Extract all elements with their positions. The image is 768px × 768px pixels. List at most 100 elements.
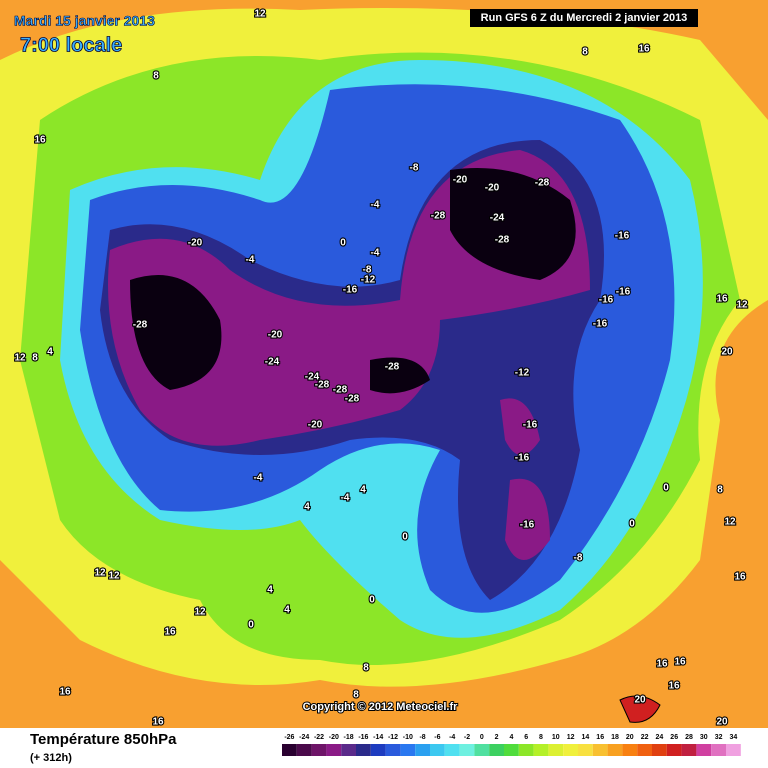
colorbar-swatch (548, 744, 564, 756)
colorbar-swatch (444, 744, 460, 756)
contour-label: 8 (717, 485, 723, 496)
date: Mardi 15 janvier 2013 (14, 13, 155, 29)
colorbar-swatch (296, 744, 312, 756)
colorbar-tick-label: 34 (730, 734, 738, 741)
contour-label: -4 (341, 493, 350, 504)
contour-label: 16 (656, 659, 668, 670)
contour-label: -28 (385, 362, 400, 373)
colorbar-swatch (459, 744, 475, 756)
colorbar-tick-label: 26 (670, 734, 678, 741)
contour-label: -16 (593, 319, 608, 330)
contour-label: 0 (248, 620, 254, 631)
contour-label: 8 (363, 663, 369, 674)
colorbar-swatch (726, 744, 741, 756)
colorbar: -26 -24 -22 -20 -18 -16 -14 -12 -10 -8 -6 -4 -2 0 2 4 6 8… (282, 734, 741, 756)
colorbar-swatch (711, 744, 726, 756)
colorbar-tick-label: 18 (611, 734, 619, 741)
colorbar-tick-label: 22 (641, 734, 649, 741)
colorbar-tick-label: 12 (567, 734, 575, 741)
colorbar-tick-label: 16 (596, 734, 604, 741)
contour-label: -20 (485, 183, 500, 194)
footer-title: Température 850hPa (30, 731, 177, 748)
colorbar-swatch (385, 744, 401, 756)
colorbar-tick-label: 10 (552, 734, 560, 741)
contour-label: -4 (371, 248, 380, 259)
colorbar-tick-label: 0 (480, 734, 484, 741)
contour-label: -28 (431, 211, 446, 222)
colorbar-swatch (592, 744, 608, 756)
contour-label: 12 (94, 568, 106, 579)
colorbar-tick-label: -12 (388, 734, 398, 741)
time: 7:00 locale (20, 34, 122, 56)
colorbar-tick-label: -20 (329, 734, 339, 741)
contour-label: -28 (345, 394, 360, 405)
colorbar-tick-label: 30 (700, 734, 708, 741)
contour-label: 4 (360, 485, 366, 496)
run-info: Run GFS 6 Z du Mercredi 2 janvier 2013 (481, 12, 688, 24)
contour-label: -24 (305, 372, 320, 383)
contour-label: -20 (188, 238, 203, 249)
contour-label: -20 (268, 330, 283, 341)
contour-label: 4 (47, 347, 53, 358)
colorbar-tick-label: 24 (656, 734, 664, 741)
copyright: Copyright © 2012 Meteociel.fr (303, 701, 459, 713)
contour-label: -12 (515, 368, 530, 379)
contour-label: -4 (371, 200, 380, 211)
contour-label: 20 (716, 717, 728, 728)
contour-label: -16 (616, 287, 631, 298)
contour-label: 16 (152, 717, 164, 728)
contour-label: 16 (668, 681, 680, 692)
contour-label: 0 (340, 238, 346, 249)
contour-label: -4 (254, 473, 263, 484)
colorbar-swatch (578, 744, 593, 756)
contour-label: -20 (308, 420, 323, 431)
colorbar-tick-label: 20 (626, 734, 634, 741)
contour-label: 16 (734, 572, 746, 583)
contour-label: 0 (663, 483, 669, 494)
colorbar-swatch (533, 744, 549, 756)
contour-label: -16 (343, 285, 358, 296)
contour-label: 12 (724, 517, 736, 528)
colorbar-tick-label: 4 (509, 734, 513, 741)
colorbar-swatch (696, 744, 712, 756)
contour-label: 8 (153, 71, 159, 82)
contour-label: 12 (108, 571, 120, 582)
contour-label: -28 (495, 235, 510, 246)
contour-label: -28 (315, 380, 330, 391)
colorbar-swatch (400, 744, 416, 756)
colorbar-swatch (504, 744, 519, 756)
colorbar-swatch (356, 744, 371, 756)
colorbar-swatch (415, 744, 430, 756)
colorbar-tick-label: -14 (373, 734, 383, 741)
contour-label: 12 (14, 353, 26, 364)
colorbar-tick-label: 32 (715, 734, 723, 741)
colorbar-tick-label: -2 (464, 734, 470, 741)
zone-black (130, 168, 576, 394)
colorbar-tick-label: 28 (685, 734, 693, 741)
contour-label: 4 (284, 605, 290, 616)
colorbar-tick-label: 6 (524, 734, 528, 741)
colorbar-swatch (666, 744, 682, 756)
colorbar-tick-label: -26 (284, 734, 294, 741)
colorbar-tick-label: -18 (344, 734, 354, 741)
colorbar-swatch (282, 744, 297, 756)
contour-label: 20 (634, 695, 646, 706)
contour-label: 0 (402, 532, 408, 543)
contour-label: -16 (520, 520, 535, 531)
contour-label: 8 (32, 353, 38, 364)
colorbar-swatch (607, 744, 623, 756)
colorbar-swatch (637, 744, 652, 756)
contour-label: 0 (629, 519, 635, 530)
colorbar-swatch (518, 744, 534, 756)
colorbar-tick-label: -6 (434, 734, 440, 741)
colorbar-tick-label: 14 (582, 734, 590, 741)
contour-label: 16 (674, 657, 686, 668)
colorbar-swatch (341, 744, 356, 756)
contour-label: 16 (59, 687, 71, 698)
colorbar-tick-label: -24 (299, 734, 309, 741)
contour-label: -16 (599, 295, 614, 306)
colorbar-swatch (489, 744, 504, 756)
colorbar-swatch (311, 744, 327, 756)
